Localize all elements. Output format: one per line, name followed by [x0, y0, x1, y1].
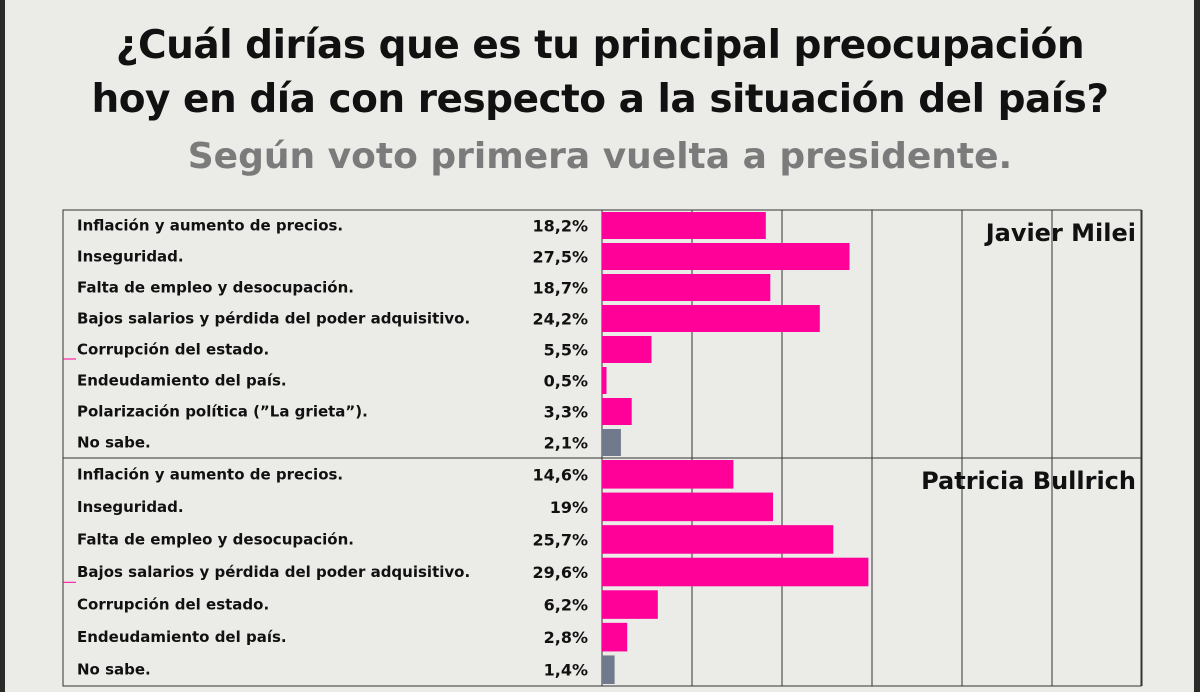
bar — [602, 525, 834, 554]
value-label: 14,6% — [532, 465, 588, 484]
category-label: Endeudamiento del país. — [77, 372, 287, 390]
value-label: 18,2% — [532, 217, 588, 236]
value-label: 2,1% — [544, 434, 588, 453]
value-label: 0,5% — [544, 372, 588, 391]
category-label: Inseguridad. — [77, 498, 184, 516]
category-label: Inflación y aumento de precios. — [77, 465, 343, 483]
category-label: No sabe. — [77, 434, 151, 452]
chart-title-line-1: ¿Cuál dirías que es tu principal preocup… — [115, 23, 1085, 68]
bar — [602, 429, 621, 456]
category-label: Falta de empleo y desocupación. — [77, 279, 354, 297]
bar — [602, 305, 820, 332]
bar — [602, 622, 628, 652]
bar — [602, 336, 652, 363]
group-label: Javier Milei — [984, 219, 1136, 247]
value-label: 6,2% — [544, 596, 588, 615]
value-label: 25,7% — [532, 530, 588, 549]
category-label: Endeudamiento del país. — [77, 628, 287, 646]
bar — [602, 367, 607, 394]
category-label: Corrupción del estado. — [77, 596, 269, 614]
bar — [602, 212, 766, 239]
bar — [602, 460, 734, 489]
bar — [602, 492, 773, 522]
value-label: 1,4% — [544, 661, 588, 680]
category-label: Inseguridad. — [77, 248, 184, 266]
value-label: 29,6% — [532, 563, 588, 582]
category-label: Corrupción del estado. — [77, 341, 269, 359]
value-label: 3,3% — [544, 403, 588, 422]
category-label: Polarización política (”La grieta”). — [77, 403, 368, 421]
bar — [602, 557, 869, 587]
category-label: Bajos salarios y pérdida del poder adqui… — [77, 563, 470, 581]
value-label: 18,7% — [532, 279, 588, 298]
value-label: 19% — [550, 498, 588, 517]
bar — [602, 243, 850, 270]
bar — [602, 274, 771, 301]
value-label: 24,2% — [532, 310, 588, 329]
bar — [602, 655, 615, 684]
value-label: 5,5% — [544, 341, 588, 360]
right-frame-edge — [1194, 0, 1200, 692]
bar — [602, 590, 658, 619]
category-label: No sabe. — [77, 661, 151, 679]
value-label: 27,5% — [532, 248, 588, 267]
left-frame-edge — [0, 0, 5, 692]
category-label: Bajos salarios y pérdida del poder adqui… — [77, 310, 470, 328]
value-label: 2,8% — [544, 628, 588, 647]
bar — [602, 398, 632, 425]
chart-subtitle: Según voto primera vuelta a presidente. — [187, 136, 1013, 177]
chart-title-line-2: hoy en día con respecto a la situación d… — [91, 77, 1109, 122]
group-label: Patricia Bullrich — [921, 467, 1136, 495]
category-label: Falta de empleo y desocupación. — [77, 530, 354, 548]
category-label: Inflación y aumento de precios. — [77, 217, 343, 235]
